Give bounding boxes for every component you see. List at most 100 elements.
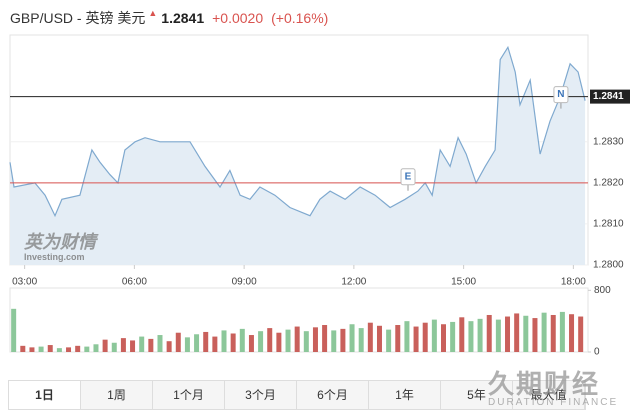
y-tick-label: 1.2810 [593, 219, 624, 230]
range-tab[interactable]: 3个月 [225, 381, 297, 409]
volume-bar [303, 331, 309, 352]
volume-bar [486, 314, 492, 352]
chart: 1.2800 1.2810 1.2820 1.2830 03:00 06:00 09:00 1… [9, 34, 630, 358]
volume-bar [276, 332, 282, 352]
volume-bar [267, 328, 273, 352]
volume-bar [230, 333, 236, 352]
flag [553, 86, 569, 104]
volume-bar [157, 335, 163, 352]
volume-bar [386, 329, 392, 352]
volume-bar [84, 346, 90, 352]
volume-bar [239, 328, 245, 352]
volume-bar [56, 348, 62, 352]
volume-bar [532, 318, 538, 352]
last-price-label: 1.2841 [593, 91, 624, 102]
x-tick-label: 18:00 [561, 277, 586, 288]
volume-bar [66, 347, 72, 352]
area-fill [10, 47, 586, 265]
volume-bar [441, 324, 446, 352]
volume-bar [367, 322, 373, 352]
price-line [9, 45, 586, 218]
range-tab[interactable]: 最大值 [513, 381, 585, 409]
volume-bar [294, 326, 300, 352]
volume-bar [468, 321, 474, 352]
volume-bar [349, 324, 355, 352]
range-tab[interactable]: 1年 [369, 381, 441, 409]
range-tab[interactable]: 5年 [441, 381, 513, 409]
title: GBP/USD - 英镑 美元 [10, 10, 146, 26]
y-tick-label: 1.2820 [593, 177, 624, 188]
logo: 英为财情 Investing.com [24, 228, 96, 262]
volume-bar [559, 311, 565, 352]
volume-bar [285, 329, 291, 352]
volume-bar [29, 347, 35, 352]
volume-bar [120, 338, 126, 352]
volume-tick-label: 800 [594, 285, 611, 296]
volume-bar [111, 342, 117, 352]
last-price-box [590, 89, 630, 104]
volume-bar [184, 337, 190, 352]
volume-bar [212, 336, 218, 352]
volume-bar [495, 319, 501, 352]
volume-bar [221, 330, 227, 352]
volume-bar [413, 326, 419, 352]
flag-label: E [405, 171, 412, 182]
change: +0.0020 [212, 10, 264, 26]
volume-bar [11, 308, 17, 352]
volume-bar [505, 316, 511, 352]
volume-bar [569, 314, 575, 352]
x-tick-label: 09:00 [232, 277, 257, 288]
volume-bar [248, 335, 254, 352]
up-arrow: ▲ [148, 8, 158, 18]
volume-bar [75, 345, 81, 352]
volume-bar [47, 345, 53, 352]
volume-bar [203, 331, 209, 352]
flag-label: N [557, 89, 564, 100]
volume-bar [450, 321, 456, 352]
volume-bar [322, 325, 328, 352]
logo-site: Investing.com [24, 252, 85, 262]
y-tick-label: 1.2800 [593, 260, 624, 271]
logo-name: 英为财情 [24, 232, 96, 252]
volume-bar [340, 328, 346, 352]
volume-bar [395, 325, 401, 352]
range-tab[interactable]: 1日 [9, 381, 81, 409]
x-tick-label: 15:00 [451, 277, 476, 288]
volume-bar [404, 321, 410, 352]
range-tab[interactable]: 1周 [81, 381, 153, 409]
volume-bar [20, 345, 26, 352]
change-pct: (+0.16%) [271, 10, 329, 26]
flag [400, 168, 416, 186]
volume-bar [312, 327, 318, 352]
range-tab[interactable]: 6个月 [297, 381, 369, 409]
x-tick-label: 06:00 [122, 277, 147, 288]
volume-bar [477, 318, 483, 352]
volume-bar [358, 328, 364, 352]
volume-bar [331, 330, 337, 352]
volume-bar [38, 346, 44, 352]
volume-bar [422, 322, 428, 352]
watermark: 久期财经 DURATION FINANCE [448, 364, 618, 408]
volume-bar [376, 325, 382, 352]
volume-bar [175, 332, 181, 352]
watermark-sub: DURATION FINANCE [488, 397, 619, 408]
volume-bar [258, 331, 264, 352]
range-tabs: 1日 1周 1个月 3个月 6个月 1年 5年 最大值 [8, 380, 586, 410]
volume-bar [194, 334, 200, 352]
header: GBP/USD - 英镑 美元 ▲ 1.2841 +0.0020 (+0.16%) [10, 8, 328, 28]
volume-bar [93, 344, 99, 352]
volume-tick-label: 0 [594, 347, 600, 358]
volume-bar [578, 316, 584, 352]
volume-bar [550, 314, 556, 352]
volume-bar [514, 313, 520, 352]
range-tab[interactable]: 1个月 [153, 381, 225, 409]
volume-bar [541, 312, 547, 352]
volume-bar [102, 339, 108, 352]
x-tick-label: 12:00 [341, 277, 366, 288]
watermark-name: 久期财经 [488, 369, 601, 399]
price: 1.2841 [161, 10, 205, 26]
volume-bar [431, 319, 437, 352]
volume-bar [166, 341, 172, 352]
x-tick-label: 03:00 [12, 277, 37, 288]
